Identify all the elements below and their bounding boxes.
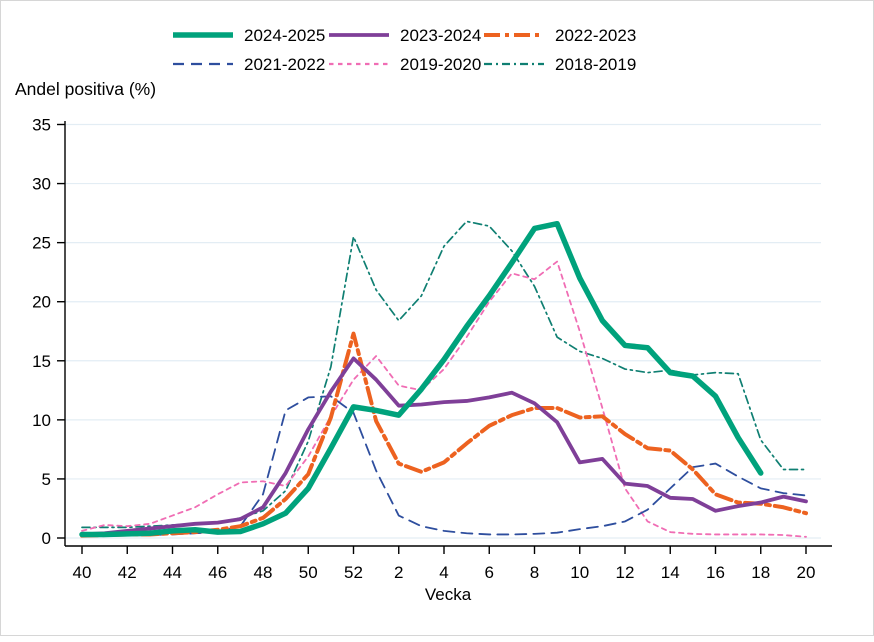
series-line-2018-2019	[81, 220, 807, 529]
y-tick-label-20: 20	[32, 293, 51, 312]
legend: 2024-2025 2023-2024 2022-2023 2021-2022 2019…	[173, 26, 636, 74]
x-tick-label-42: 42	[118, 563, 137, 582]
x-tick-label-46: 46	[208, 563, 227, 582]
series-line-2024-2025	[79, 220, 764, 538]
x-axis-label: Vecka	[425, 585, 472, 604]
legend-item-2023-2024: 2023-2024	[329, 26, 481, 45]
legend-label-2023-2024: 2023-2024	[400, 26, 481, 45]
legend-item-2022-2023: 2022-2023	[484, 26, 636, 45]
y-tick-label-0: 0	[42, 529, 51, 548]
x-tick-label-40: 40	[73, 563, 92, 582]
x-tick-label-50: 50	[299, 563, 318, 582]
x-tick-label-18: 18	[751, 563, 770, 582]
legend-label-2019-2020: 2019-2020	[400, 55, 481, 74]
x-tick-label-52: 52	[344, 563, 363, 582]
series-line-2019-2020	[81, 260, 807, 538]
y-tick-label-15: 15	[32, 352, 51, 371]
x-tick-label-12: 12	[616, 563, 635, 582]
x-tick-label-4: 4	[439, 563, 448, 582]
y-axis-title: Andel positiva (%)	[15, 79, 156, 99]
series-line-2023-2024	[80, 356, 808, 537]
y-tick-label-10: 10	[32, 411, 51, 430]
x-tick-label-20: 20	[797, 563, 816, 582]
x-tick-label-2: 2	[394, 563, 403, 582]
x-tick-label-48: 48	[254, 563, 273, 582]
x-tick-label-10: 10	[570, 563, 589, 582]
series-line-2021-2022	[81, 395, 807, 538]
legend-label-2024-2025: 2024-2025	[244, 26, 325, 45]
legend-item-2019-2020: 2019-2020	[329, 55, 481, 74]
legend-label-2022-2023: 2022-2023	[555, 26, 636, 45]
legend-label-2018-2019: 2018-2019	[555, 55, 636, 74]
series-lines	[79, 220, 808, 538]
legend-item-2024-2025: 2024-2025	[173, 26, 325, 45]
x-tick-label-16: 16	[706, 563, 725, 582]
y-tick-label-35: 35	[32, 115, 51, 134]
legend-item-2018-2019: 2018-2019	[484, 55, 636, 74]
x-tick-label-8: 8	[530, 563, 539, 582]
y-tick-label-5: 5	[42, 470, 51, 489]
gridlines	[65, 123, 821, 539]
x-tick-label-14: 14	[661, 563, 680, 582]
y-tick-label-25: 25	[32, 234, 51, 253]
x-tick-label-44: 44	[163, 563, 182, 582]
legend-item-2021-2022: 2021-2022	[173, 55, 325, 74]
x-tick-label-6: 6	[485, 563, 494, 582]
legend-label-2021-2022: 2021-2022	[244, 55, 325, 74]
y-tick-label-30: 30	[32, 175, 51, 194]
